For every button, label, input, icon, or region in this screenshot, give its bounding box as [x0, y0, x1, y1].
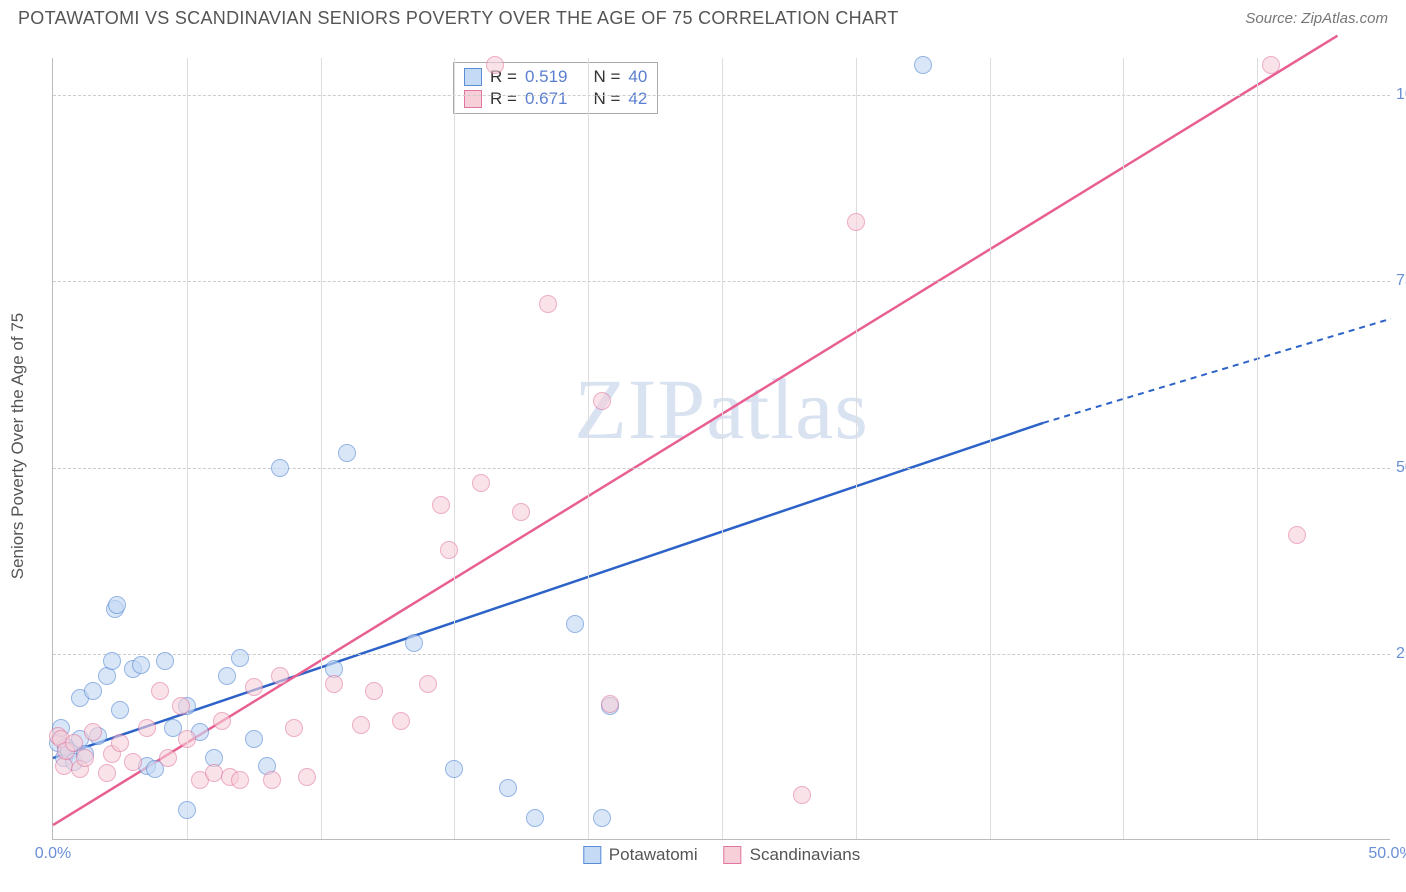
data-point — [499, 779, 517, 797]
chart-title: POTAWATOMI VS SCANDINAVIAN SENIORS POVER… — [18, 8, 899, 29]
data-point — [539, 295, 557, 313]
data-point — [178, 801, 196, 819]
data-point — [593, 809, 611, 827]
data-point — [245, 730, 263, 748]
scatter-plot: ZIPatlas R = 0.519N = 40R = 0.671N = 42 … — [52, 58, 1390, 840]
gridline-vertical — [454, 58, 455, 839]
data-point — [132, 656, 150, 674]
data-point — [793, 786, 811, 804]
data-point — [419, 675, 437, 693]
data-point — [432, 496, 450, 514]
gridline-vertical — [321, 58, 322, 839]
data-point — [365, 682, 383, 700]
gridline-vertical — [722, 58, 723, 839]
data-point — [172, 697, 190, 715]
gridline-vertical — [990, 58, 991, 839]
data-point — [111, 701, 129, 719]
x-tick-label: 0.0% — [35, 845, 71, 863]
source-label: Source: ZipAtlas.com — [1245, 10, 1388, 27]
y-tick-label: 25.0% — [1396, 645, 1406, 663]
legend-label: Scandinavians — [750, 845, 861, 865]
data-point — [151, 682, 169, 700]
gridline-vertical — [1123, 58, 1124, 839]
legend-n-label: N = — [593, 67, 620, 87]
data-point — [156, 652, 174, 670]
data-point — [472, 474, 490, 492]
data-point — [847, 213, 865, 231]
trend-line — [53, 423, 1043, 758]
data-point — [271, 459, 289, 477]
data-point — [566, 615, 584, 633]
gridline-vertical — [856, 58, 857, 839]
data-point — [231, 771, 249, 789]
legend-r-value: 0.519 — [525, 67, 568, 87]
data-point — [325, 675, 343, 693]
legend-swatch — [464, 90, 482, 108]
legend-item: Scandinavians — [724, 845, 861, 865]
data-point — [512, 503, 530, 521]
data-point — [526, 809, 544, 827]
stats-legend-row: R = 0.671 N = 42 — [464, 89, 647, 109]
data-point — [440, 541, 458, 559]
legend-n-value: 40 — [628, 67, 647, 87]
series-legend: Potawatomi Scandinavians — [583, 845, 860, 865]
legend-swatch — [464, 68, 482, 86]
data-point — [285, 719, 303, 737]
data-point — [392, 712, 410, 730]
data-point — [76, 749, 94, 767]
legend-swatch — [724, 846, 742, 864]
legend-n-value: 42 — [628, 89, 647, 109]
data-point — [245, 678, 263, 696]
data-point — [108, 596, 126, 614]
legend-swatch — [583, 846, 601, 864]
legend-label: Potawatomi — [609, 845, 698, 865]
trend-line-extrapolated — [1043, 319, 1391, 423]
data-point — [205, 764, 223, 782]
data-point — [263, 771, 281, 789]
data-point — [271, 667, 289, 685]
source-prefix: Source: — [1245, 10, 1301, 27]
y-axis-label: Seniors Poverty Over the Age of 75 — [8, 313, 28, 579]
data-point — [601, 695, 619, 713]
data-point — [138, 719, 156, 737]
stats-legend: R = 0.519 N = 40R = 0.671 N = 42 — [453, 62, 658, 114]
data-point — [218, 667, 236, 685]
data-point — [914, 56, 932, 74]
data-point — [84, 682, 102, 700]
data-point — [111, 734, 129, 752]
data-point — [405, 634, 423, 652]
data-point — [178, 730, 196, 748]
source-name: ZipAtlas.com — [1301, 10, 1388, 27]
data-point — [84, 723, 102, 741]
data-point — [1288, 526, 1306, 544]
data-point — [159, 749, 177, 767]
gridline-vertical — [1257, 58, 1258, 839]
data-point — [231, 649, 249, 667]
data-point — [338, 444, 356, 462]
data-point — [352, 716, 370, 734]
legend-item: Potawatomi — [583, 845, 698, 865]
legend-r-value: 0.671 — [525, 89, 568, 109]
data-point — [103, 652, 121, 670]
y-tick-label: 75.0% — [1396, 272, 1406, 290]
gridline-vertical — [588, 58, 589, 839]
data-point — [593, 392, 611, 410]
y-tick-label: 50.0% — [1396, 459, 1406, 477]
data-point — [124, 753, 142, 771]
data-point — [486, 56, 504, 74]
legend-n-label: N = — [593, 89, 620, 109]
data-point — [98, 764, 116, 782]
data-point — [298, 768, 316, 786]
y-tick-label: 100.0% — [1396, 86, 1406, 104]
x-tick-label: 50.0% — [1368, 845, 1406, 863]
data-point — [213, 712, 231, 730]
data-point — [1262, 56, 1280, 74]
trend-line — [53, 36, 1337, 825]
gridline-vertical — [187, 58, 188, 839]
legend-r-label: R = — [490, 89, 517, 109]
data-point — [445, 760, 463, 778]
